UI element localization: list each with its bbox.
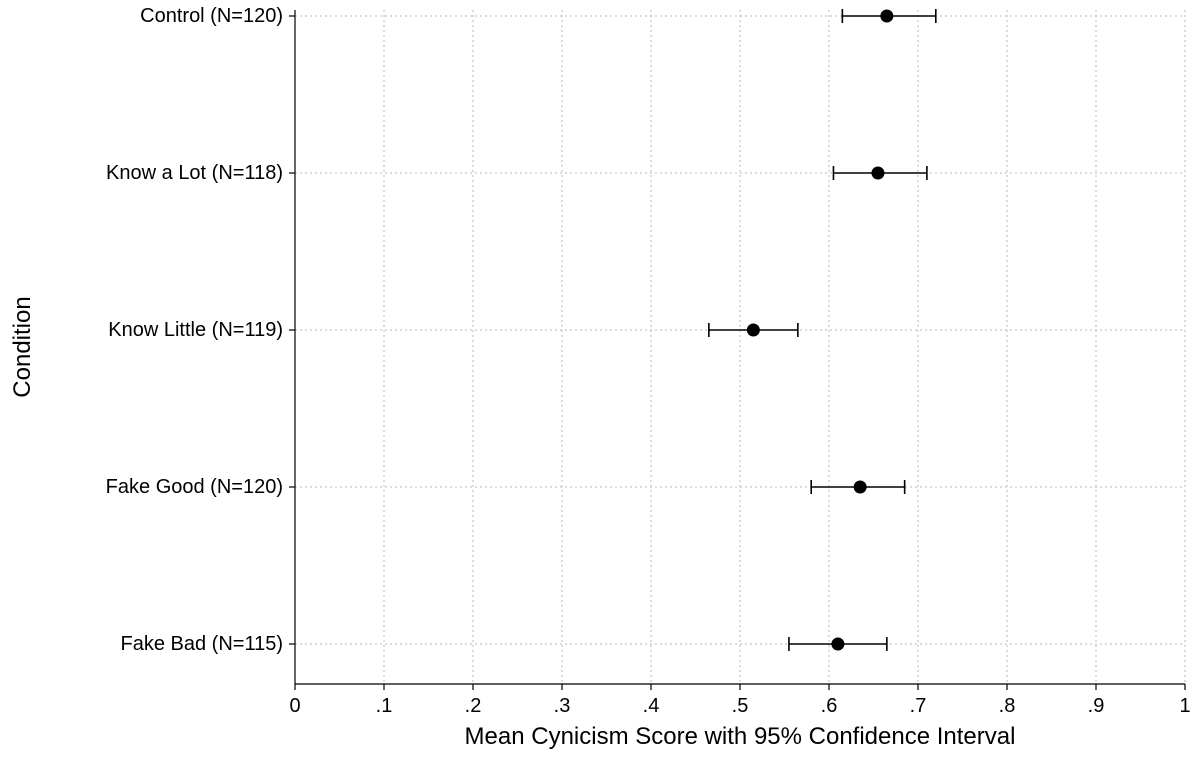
y-tick-label: Know a Lot (N=118): [106, 162, 283, 184]
y-tick-label: Fake Bad (N=115): [121, 633, 284, 655]
x-axis-label: Mean Cynicism Score with 95% Confidence …: [465, 723, 1016, 750]
x-tick-label: .8: [999, 695, 1016, 717]
chart-svg: 0 .1 .2 .3 .4 .5 .6 .7 .8 .9 1 Control (N=120) Know …: [0, 0, 1200, 772]
y-tick-label: Fake Good (N=120): [106, 476, 283, 498]
x-tick-label: 1: [1179, 695, 1190, 717]
x-tick-label: .5: [732, 695, 749, 717]
y-axis-label: Condition: [9, 296, 36, 397]
x-tick-label: .7: [910, 695, 927, 717]
x-tick-label: 0: [289, 695, 300, 717]
x-tick-label: .4: [643, 695, 660, 717]
y-tick-label: Control (N=120): [140, 5, 283, 27]
x-tick-label: .2: [465, 695, 482, 717]
x-tick-label: .3: [554, 695, 571, 717]
cynicism-ci-chart: 0 .1 .2 .3 .4 .5 .6 .7 .8 .9 1 Control (N=120) Know …: [0, 0, 1200, 772]
x-tick-label: .9: [1088, 695, 1105, 717]
y-tick-label: Know Little (N=119): [108, 319, 283, 341]
x-tick-label: .6: [821, 695, 838, 717]
x-tick-label: .1: [376, 695, 393, 717]
